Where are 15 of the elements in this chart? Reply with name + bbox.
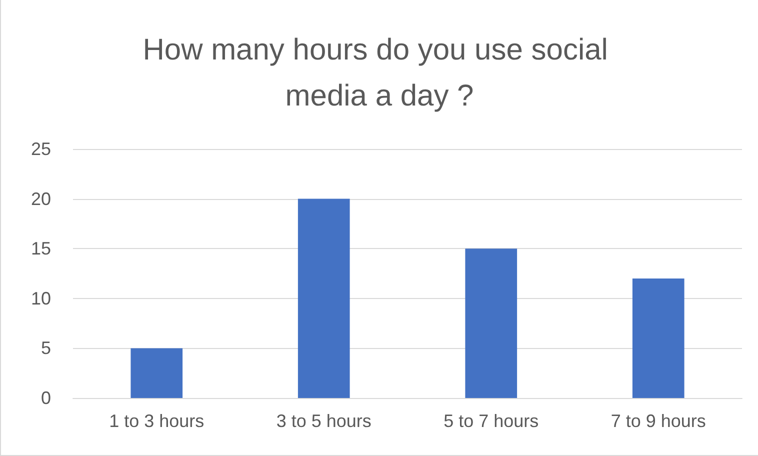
- bar: [632, 278, 684, 398]
- bar: [298, 198, 350, 398]
- y-tick-label: 0: [40, 388, 51, 408]
- y-tick-label: 10: [30, 288, 51, 308]
- y-tick-label: 25: [30, 139, 51, 159]
- y-tick-label: 5: [40, 338, 51, 358]
- x-tick-label: 5 to 7 hours: [444, 411, 539, 431]
- bar: [465, 248, 518, 398]
- x-tick-label: 3 to 5 hours: [276, 411, 372, 431]
- y-tick-label: 15: [30, 238, 51, 259]
- chart-title: How many hours do you use social media a day ?: [142, 34, 616, 112]
- x-tick-label: 1 to 3 hours: [109, 411, 204, 431]
- bar: [130, 348, 183, 398]
- x-tick-label: 7 to 9 hours: [610, 411, 706, 431]
- y-tick-label: 20: [30, 188, 51, 209]
